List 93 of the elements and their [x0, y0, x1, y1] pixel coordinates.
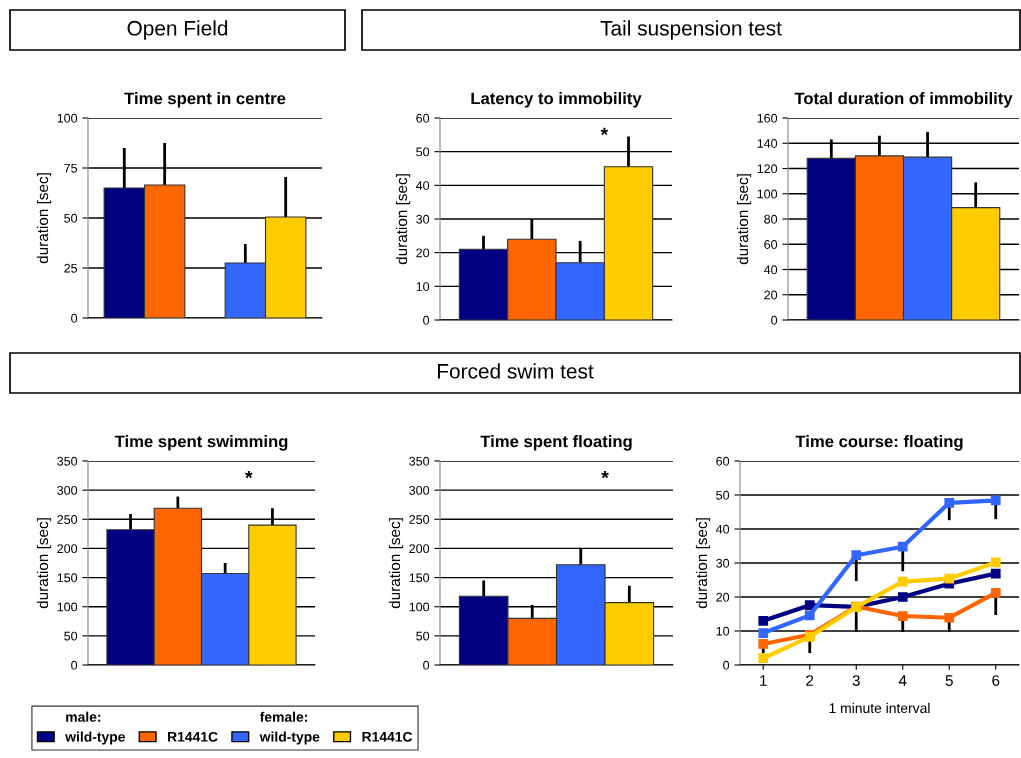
y-tick-label: 50	[416, 631, 430, 641]
y-tick-label: 350	[57, 456, 78, 466]
annotation: *	[245, 471, 253, 479]
legend-label: wild-type	[259, 731, 320, 745]
y-tick-label: 20	[716, 592, 730, 602]
annotation: *	[600, 127, 609, 136]
y-tick-label: 30	[416, 214, 430, 224]
y-tick-label: 0	[423, 315, 430, 325]
y-tick-label: 150	[409, 573, 430, 583]
y-tick-label: 0	[771, 315, 778, 325]
legend-label: R1441C	[362, 731, 413, 742]
y-tick-label: 0	[71, 313, 78, 323]
point	[851, 550, 862, 561]
point	[944, 573, 955, 584]
y-tick-label: 30	[716, 558, 730, 568]
chart-title: Latency to immobility	[471, 92, 642, 108]
point	[758, 639, 769, 649]
y-tick-label: 20	[764, 290, 778, 300]
y-tick-label: 50	[416, 147, 430, 157]
x-tick-label: 3	[852, 675, 860, 686]
chart-subtitle: Open Field	[127, 20, 228, 40]
y-tick-label: 100	[757, 189, 778, 199]
y-axis-title: duration [sec]	[36, 518, 52, 609]
y-tick-label: 200	[409, 544, 430, 554]
y-tick-label: 40	[415, 181, 430, 190]
text: female:	[259, 711, 308, 722]
point	[897, 541, 908, 552]
y-tick-label: 50	[716, 490, 730, 500]
y-tick-label: 200	[57, 544, 78, 554]
point	[758, 628, 769, 638]
y-tick-label: 100	[409, 602, 430, 612]
x-tick-label: 6	[992, 675, 1000, 686]
y-axis-title: duration [sec]	[36, 173, 52, 264]
legend-label: wild-type	[65, 731, 125, 745]
y-tick-label: 120	[757, 164, 778, 174]
point	[897, 611, 908, 621]
point	[990, 495, 1001, 506]
y-tick-label: 0	[71, 660, 78, 670]
y-tick-label: 50	[64, 631, 78, 641]
y-tick-label: 160	[757, 113, 778, 123]
point	[804, 600, 815, 611]
point	[990, 557, 1001, 568]
y-axis-title: duration [sec]	[736, 174, 752, 265]
y-tick-label: 300	[409, 485, 430, 495]
chart-title: Total duration of immobility	[794, 92, 1013, 108]
y-tick-label: 75	[64, 163, 78, 173]
x-tick-label: 1	[760, 675, 767, 686]
chart-subtitle: Forced swim test	[437, 363, 594, 379]
x-axis-title: 1 minute interval	[829, 702, 930, 714]
y-tick-label: 10	[416, 282, 430, 291]
y-tick-label: 250	[57, 515, 78, 524]
y-tick-label: 25	[64, 263, 78, 273]
x-tick-label: 2	[806, 675, 814, 686]
chart-title: Time course: floating	[795, 435, 963, 451]
y-tick-label: 80	[764, 214, 778, 224]
y-tick-label: 40	[763, 265, 778, 275]
y-tick-label: 140	[757, 139, 778, 148]
annotation: *	[601, 471, 609, 479]
y-axis-title: duration [sec]	[388, 518, 404, 609]
y-tick-label: 40	[715, 524, 730, 534]
y-axis-title: duration [sec]	[395, 174, 411, 265]
y-tick-label: 60	[764, 240, 778, 249]
point	[758, 653, 769, 664]
text: male:	[66, 711, 101, 722]
point	[944, 497, 955, 508]
point	[804, 610, 815, 621]
y-tick-label: 100	[57, 602, 78, 612]
y-tick-label: 250	[409, 515, 430, 524]
point	[990, 588, 1001, 598]
point	[990, 568, 1001, 579]
y-tick-label: 300	[57, 485, 78, 495]
y-tick-label: 150	[57, 573, 78, 583]
chart-subtitle: Tail suspension test	[600, 20, 782, 40]
y-axis-title: duration [sec]	[695, 518, 711, 609]
y-tick-label: 350	[409, 456, 430, 466]
y-tick-label: 0	[423, 660, 430, 670]
y-tick-label: 10	[716, 626, 730, 636]
y-tick-label: 60	[716, 456, 730, 466]
chart-title: Time spent in centre	[124, 92, 286, 108]
y-tick-label: 20	[416, 248, 430, 258]
y-tick-label: 100	[57, 113, 78, 123]
point	[897, 592, 908, 602]
x-tick-label: 4	[898, 675, 907, 686]
point	[897, 576, 908, 587]
point	[758, 615, 769, 626]
y-tick-label: 60	[416, 113, 430, 123]
point	[944, 612, 955, 623]
legend-label: R1441C	[168, 731, 218, 742]
y-tick-label: 50	[64, 213, 78, 223]
y-tick-label: 0	[723, 660, 730, 670]
chart-title: Time spent floating	[480, 435, 632, 451]
chart-title: Time spent swimming	[114, 435, 288, 451]
x-tick-label: 5	[945, 675, 953, 686]
